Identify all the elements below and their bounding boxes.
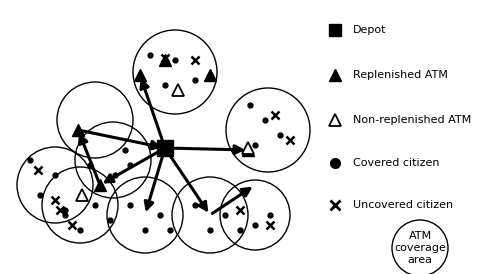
- Text: Replenished ATM: Replenished ATM: [353, 70, 448, 80]
- Text: ATM
coverage
area: ATM coverage area: [394, 232, 446, 265]
- Text: Covered citizen: Covered citizen: [353, 158, 440, 168]
- Text: Non-replenished ATM: Non-replenished ATM: [353, 115, 471, 125]
- Text: Depot: Depot: [353, 25, 386, 35]
- Text: Uncovered citizen: Uncovered citizen: [353, 200, 453, 210]
